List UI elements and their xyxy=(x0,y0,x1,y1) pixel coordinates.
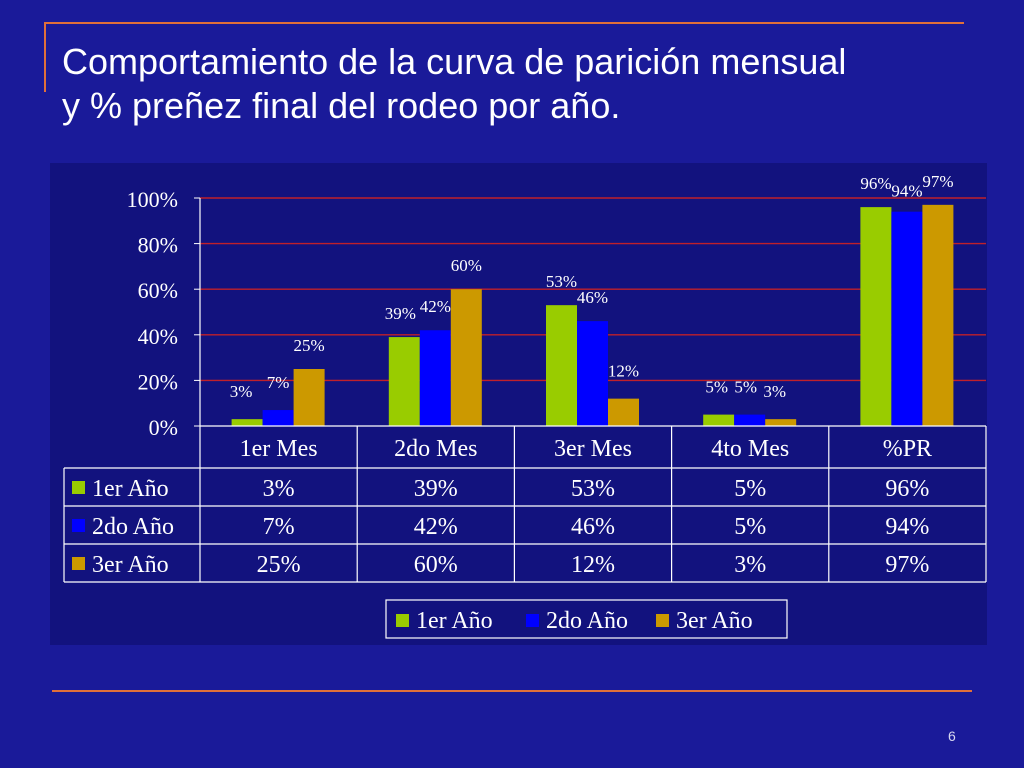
legend-label: 2do Año xyxy=(546,608,628,634)
table-cell: 5% xyxy=(734,514,766,540)
table-cell: 96% xyxy=(885,476,929,502)
y-tick-label: 0% xyxy=(149,415,178,440)
data-label: 3% xyxy=(230,382,253,401)
data-label: 5% xyxy=(705,378,728,397)
bar-0-0 xyxy=(231,419,263,426)
title-line-2: y % preñez final del rodeo por año. xyxy=(62,85,621,126)
data-label: 53% xyxy=(546,272,577,291)
legend-box xyxy=(385,599,788,639)
bar-1-4 xyxy=(891,211,923,426)
bar-0-4 xyxy=(860,207,892,426)
bar-2-3 xyxy=(765,419,797,426)
table-cell: 5% xyxy=(734,476,766,502)
table-cell: 12% xyxy=(571,552,615,578)
bar-chart: 0%20%40%60%80%100%3% 7%25%39% 42%60%53%46%… xyxy=(63,172,987,639)
table-series-name: 3er Año xyxy=(92,552,169,578)
table-cell: 25% xyxy=(257,552,301,578)
table-cell: 46% xyxy=(571,514,615,540)
legend-label: 3er Año xyxy=(676,608,753,634)
data-label: 42% xyxy=(420,297,451,316)
data-label: 25% xyxy=(294,336,325,355)
table-cell: 39% xyxy=(414,476,458,502)
category-label: 3er Mes xyxy=(554,436,632,462)
category-label: %PR xyxy=(883,436,932,462)
legend-key xyxy=(396,614,409,627)
data-label: 60% xyxy=(451,256,482,275)
bar-0-1 xyxy=(388,337,420,426)
bar-1-0 xyxy=(262,410,294,426)
table-cell: 3% xyxy=(734,552,766,578)
data-label: 46% xyxy=(577,288,608,307)
data-label: 7% xyxy=(267,373,290,392)
data-label: 5% xyxy=(734,378,757,397)
bar-2-2 xyxy=(608,398,639,426)
title-line-1: Comportamiento de la curva de parición m… xyxy=(62,41,847,82)
table-cell: 53% xyxy=(571,476,615,502)
data-label: 12% xyxy=(608,362,639,381)
legend-key xyxy=(656,614,669,627)
y-tick-label: 40% xyxy=(138,324,178,349)
bar-1-1 xyxy=(419,330,451,426)
table-legend-key xyxy=(72,519,85,532)
table-cell: 3% xyxy=(263,476,295,502)
y-tick-label: 100% xyxy=(127,187,178,212)
bar-2-1 xyxy=(450,289,482,426)
category-label: 1er Mes xyxy=(240,436,318,462)
table-cell: 42% xyxy=(414,514,458,540)
table-cell: 97% xyxy=(885,552,929,578)
bar-1-3 xyxy=(734,414,766,426)
table-legend-key xyxy=(72,481,85,494)
legend-label: 1er Año xyxy=(416,608,493,634)
legend-key xyxy=(526,614,539,627)
category-label: 4to Mes xyxy=(711,436,789,462)
side-accent-rule xyxy=(44,22,46,92)
bar-0-2 xyxy=(546,305,577,426)
table-legend-key xyxy=(72,557,85,570)
y-tick-label: 20% xyxy=(138,369,178,394)
bar-2-4 xyxy=(922,204,954,426)
table-cell: 7% xyxy=(263,514,295,540)
bar-0-3 xyxy=(703,414,735,426)
bar-2-0 xyxy=(293,369,325,426)
data-label: 97% xyxy=(922,172,953,191)
bottom-accent-rule xyxy=(52,690,972,692)
y-tick-label: 80% xyxy=(138,233,178,258)
table-series-name: 1er Año xyxy=(92,476,169,502)
data-label: 96% xyxy=(860,174,891,193)
table-cell: 60% xyxy=(414,552,458,578)
top-accent-rule xyxy=(44,22,964,24)
table-cell: 94% xyxy=(885,514,929,540)
y-tick-label: 60% xyxy=(138,278,178,303)
chart-panel: 0% 20% 40% 60% 80% 100% 3% 7% 25% 39% 42% 60% 53% 46%… xyxy=(50,163,987,645)
table-series-name: 2do Año xyxy=(92,514,174,540)
data-label: 39% xyxy=(385,304,416,323)
data-label: 3% xyxy=(763,382,786,401)
category-label: 2do Mes xyxy=(394,436,477,462)
page-number: 6 xyxy=(948,728,956,744)
slide-title: Comportamiento de la curva de parición m… xyxy=(62,40,1002,128)
bar-1-2 xyxy=(577,321,608,426)
data-label: 94% xyxy=(891,182,922,201)
